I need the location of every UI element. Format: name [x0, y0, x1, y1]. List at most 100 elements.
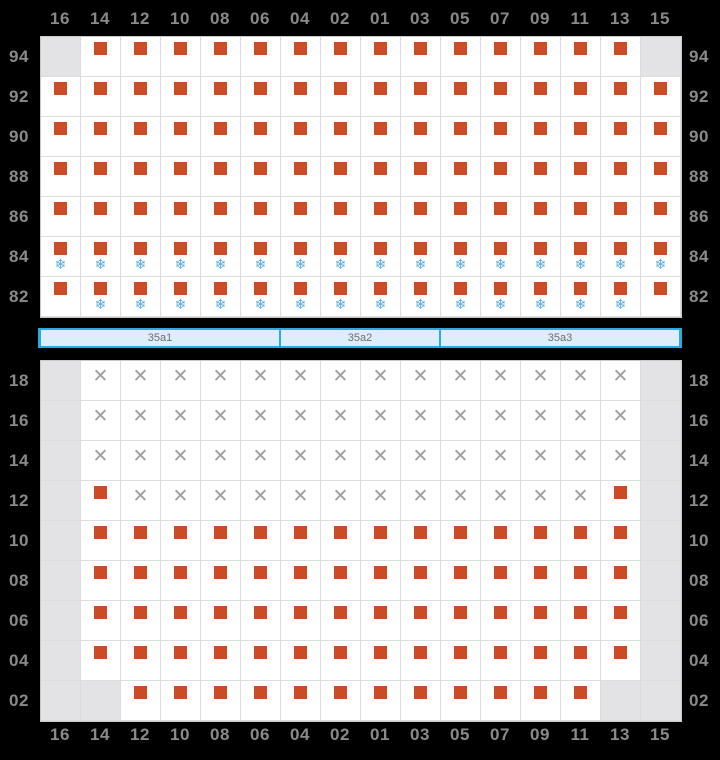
seat-cell[interactable]	[401, 641, 441, 681]
seat-cell[interactable]	[81, 521, 121, 561]
seat-cell[interactable]	[81, 641, 121, 681]
seat-cell[interactable]	[601, 521, 641, 561]
seat-cell[interactable]	[201, 521, 241, 561]
seat-cell[interactable]: ✕	[121, 361, 161, 401]
seat-cell[interactable]	[121, 77, 161, 117]
seat-cell[interactable]	[441, 197, 481, 237]
seat-cell[interactable]: ✕	[361, 441, 401, 481]
seat-cell[interactable]	[281, 601, 321, 641]
seat-cell[interactable]	[441, 601, 481, 641]
seat-cell[interactable]: ❄	[641, 237, 681, 277]
seat-cell[interactable]	[441, 641, 481, 681]
seat-cell[interactable]	[481, 37, 521, 77]
seat-cell[interactable]	[121, 37, 161, 77]
seat-cell[interactable]	[41, 197, 81, 237]
seat-cell[interactable]: ✕	[521, 361, 561, 401]
seat-cell[interactable]	[41, 117, 81, 157]
seat-cell[interactable]	[361, 77, 401, 117]
seat-cell[interactable]	[641, 197, 681, 237]
seat-cell[interactable]	[161, 197, 201, 237]
seat-cell[interactable]: ✕	[121, 481, 161, 521]
seat-cell[interactable]	[241, 681, 281, 721]
seat-cell[interactable]	[441, 521, 481, 561]
seat-cell[interactable]: ❄	[521, 277, 561, 317]
seat-cell[interactable]: ✕	[481, 361, 521, 401]
seat-cell[interactable]: ❄	[201, 237, 241, 277]
seat-cell[interactable]	[161, 561, 201, 601]
seat-cell[interactable]	[361, 681, 401, 721]
seat-cell[interactable]: ✕	[521, 441, 561, 481]
seat-cell[interactable]	[441, 561, 481, 601]
seat-cell[interactable]	[361, 197, 401, 237]
seat-cell[interactable]	[81, 77, 121, 117]
seat-cell[interactable]: ❄	[81, 277, 121, 317]
seat-cell[interactable]	[561, 561, 601, 601]
seat-cell[interactable]: ✕	[241, 361, 281, 401]
seat-cell[interactable]	[521, 117, 561, 157]
seat-cell[interactable]	[481, 117, 521, 157]
seat-cell[interactable]	[521, 521, 561, 561]
seat-cell[interactable]: ✕	[281, 481, 321, 521]
seat-cell[interactable]: ✕	[201, 481, 241, 521]
seat-cell[interactable]	[401, 601, 441, 641]
seat-cell[interactable]: ✕	[321, 481, 361, 521]
seat-cell[interactable]	[201, 601, 241, 641]
seat-cell[interactable]	[161, 641, 201, 681]
seat-cell[interactable]	[481, 561, 521, 601]
seat-cell[interactable]: ❄	[361, 237, 401, 277]
seat-cell[interactable]: ✕	[601, 401, 641, 441]
seat-cell[interactable]: ✕	[81, 401, 121, 441]
seat-cell[interactable]: ❄	[481, 237, 521, 277]
seat-cell[interactable]	[561, 157, 601, 197]
seat-cell[interactable]	[601, 561, 641, 601]
seat-cell[interactable]	[401, 561, 441, 601]
seat-cell[interactable]: ✕	[441, 361, 481, 401]
seat-cell[interactable]	[241, 77, 281, 117]
seat-cell[interactable]	[321, 681, 361, 721]
seat-cell[interactable]	[321, 37, 361, 77]
seat-cell[interactable]: ✕	[561, 441, 601, 481]
seat-cell[interactable]: ❄	[441, 277, 481, 317]
seat-cell[interactable]: ❄	[561, 277, 601, 317]
seat-cell[interactable]: ❄	[281, 277, 321, 317]
seat-cell[interactable]: ✕	[441, 481, 481, 521]
seat-cell[interactable]	[441, 37, 481, 77]
seat-cell[interactable]: ❄	[161, 277, 201, 317]
seat-cell[interactable]	[401, 681, 441, 721]
seat-cell[interactable]: ✕	[281, 401, 321, 441]
seat-cell[interactable]	[521, 77, 561, 117]
seat-cell[interactable]	[521, 561, 561, 601]
seat-cell[interactable]	[321, 641, 361, 681]
section-segment-35a2[interactable]: 35a2	[280, 330, 440, 346]
seat-cell[interactable]	[41, 157, 81, 197]
seat-cell[interactable]	[241, 521, 281, 561]
seat-cell[interactable]	[601, 117, 641, 157]
seat-cell[interactable]: ❄	[601, 277, 641, 317]
seat-cell[interactable]	[361, 601, 401, 641]
seat-cell[interactable]: ✕	[201, 441, 241, 481]
seat-cell[interactable]	[361, 37, 401, 77]
seat-cell[interactable]	[281, 521, 321, 561]
seat-cell[interactable]	[561, 77, 601, 117]
seat-cell[interactable]	[121, 641, 161, 681]
seat-cell[interactable]	[201, 37, 241, 77]
seat-cell[interactable]: ❄	[161, 237, 201, 277]
seat-cell[interactable]	[401, 77, 441, 117]
seat-cell[interactable]: ✕	[521, 401, 561, 441]
seat-cell[interactable]	[641, 277, 681, 317]
seat-cell[interactable]: ❄	[441, 237, 481, 277]
seat-cell[interactable]	[641, 117, 681, 157]
seat-cell[interactable]	[201, 117, 241, 157]
seat-cell[interactable]	[281, 197, 321, 237]
seat-cell[interactable]	[241, 197, 281, 237]
seat-cell[interactable]: ✕	[361, 361, 401, 401]
seat-cell[interactable]	[321, 157, 361, 197]
seat-cell[interactable]	[41, 277, 81, 317]
seat-cell[interactable]	[601, 481, 641, 521]
seat-cell[interactable]	[201, 197, 241, 237]
seat-cell[interactable]	[321, 197, 361, 237]
seat-cell[interactable]: ❄	[361, 277, 401, 317]
seat-cell[interactable]	[401, 197, 441, 237]
seat-cell[interactable]	[521, 681, 561, 721]
seat-cell[interactable]: ✕	[281, 441, 321, 481]
